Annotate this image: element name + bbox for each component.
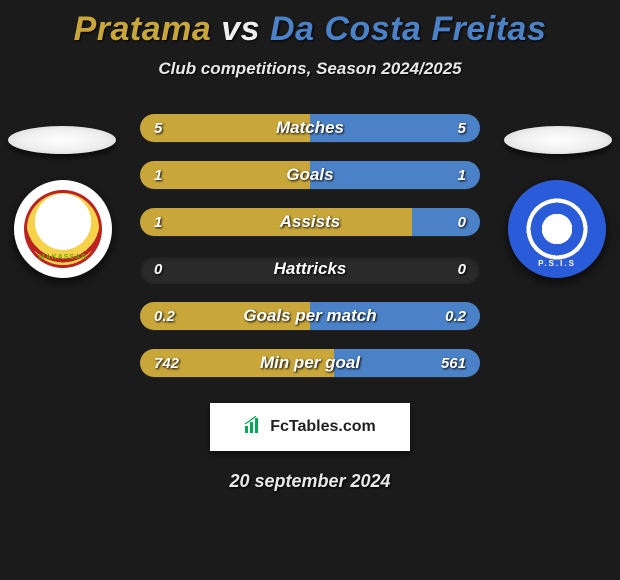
- vs-text: vs: [221, 10, 260, 48]
- club-right-label: P.S.I.S: [508, 259, 606, 268]
- player1-name: Pratama: [74, 10, 212, 48]
- competition-subtitle: Club competitions, Season 2024/2025: [0, 59, 620, 79]
- stat-value-right: 561: [441, 349, 466, 377]
- stat-row: 11Goals: [140, 161, 480, 189]
- stat-row: 0.20.2Goals per match: [140, 302, 480, 330]
- stat-fill-left: [140, 114, 310, 142]
- stat-value-left: 1: [154, 161, 162, 189]
- source-badge: FcTables.com: [210, 403, 410, 451]
- stats-container: 55Matches11Goals10Assists00Hattricks0.20…: [140, 114, 480, 377]
- stat-value-right: 0: [458, 208, 466, 236]
- stat-fill-right: [310, 114, 480, 142]
- comparison-title: Pratama vs Da Costa Freitas: [0, 0, 620, 49]
- stat-value-left: 1: [154, 208, 162, 236]
- player2-name: Da Costa Freitas: [270, 10, 546, 48]
- stat-row: 0 0Hattricks: [140, 255, 480, 283]
- club-left-label: MAKASSAR: [27, 254, 99, 261]
- stat-value-left: 0: [154, 255, 162, 283]
- stat-value-left: 5: [154, 114, 162, 142]
- stat-value-right: 5: [458, 114, 466, 142]
- club-badge-left: MAKASSAR: [14, 180, 112, 278]
- stat-label: Hattricks: [140, 255, 480, 283]
- source-site: FcTables.com: [270, 418, 376, 436]
- stat-fill-right: [412, 208, 480, 236]
- snapshot-date: 20 september 2024: [0, 471, 620, 492]
- stat-value-left: 742: [154, 349, 179, 377]
- player2-avatar-placeholder: [504, 126, 612, 154]
- stat-value-right: 0.2: [445, 302, 466, 330]
- chart-icon: [244, 416, 264, 439]
- stat-value-right: 1: [458, 161, 466, 189]
- stat-row: 742561Min per goal: [140, 349, 480, 377]
- player1-avatar-placeholder: [8, 126, 116, 154]
- stat-fill-left: [140, 208, 412, 236]
- stat-value-right: 0: [458, 255, 466, 283]
- stat-row: 10Assists: [140, 208, 480, 236]
- club-badge-right: P.S.I.S: [508, 180, 606, 278]
- stat-fill-left: [140, 161, 310, 189]
- stat-value-left: 0.2: [154, 302, 175, 330]
- stat-row: 55Matches: [140, 114, 480, 142]
- stat-fill-right: [310, 161, 480, 189]
